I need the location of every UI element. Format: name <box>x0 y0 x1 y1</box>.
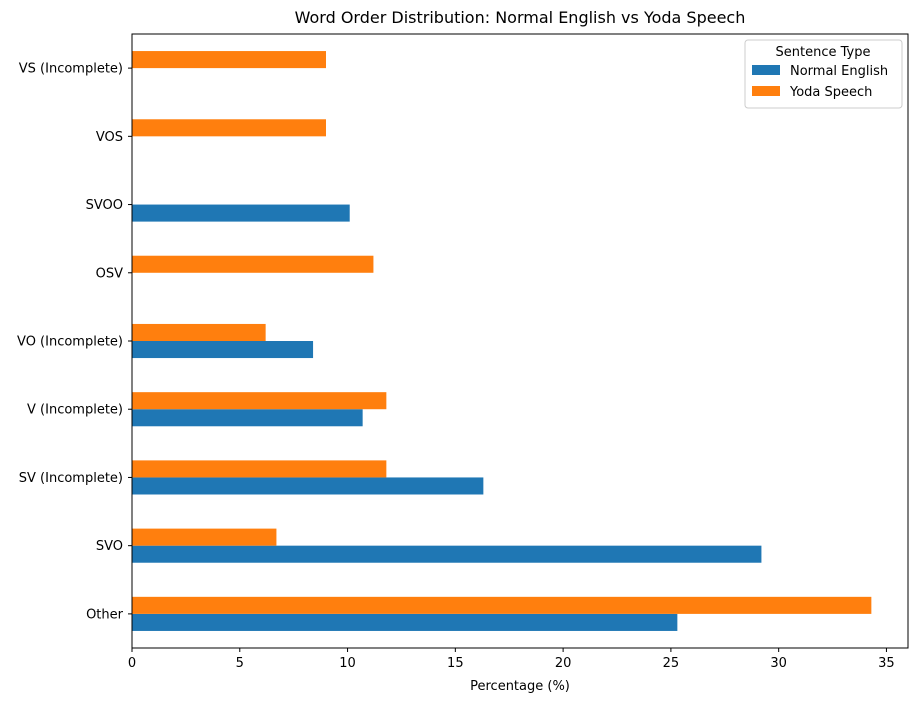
y-tick-label: VS (Incomplete) <box>19 62 123 77</box>
x-tick-label: 35 <box>878 656 895 671</box>
bar-normal-english-sv-incomplete- <box>132 477 484 495</box>
y-tick-label: VO (Incomplete) <box>17 335 123 350</box>
y-axis-ticks: Other SVO SV (Incomplete) V (Incomplete) VO … <box>17 62 132 622</box>
plot-frame <box>131 33 909 649</box>
bar-yoda-speech-svo <box>132 528 277 546</box>
legend-title: Sentence Type <box>776 45 871 60</box>
legend-box <box>744 39 903 109</box>
y-tick-label: Other <box>86 607 124 622</box>
x-tick-label: 15 <box>447 656 464 671</box>
chart-title: Word Order Distribution: Normal English … <box>295 8 746 27</box>
bar-yoda-speech-vos <box>132 119 326 137</box>
legend-swatch-yoda-speech <box>752 86 780 96</box>
y-tick-label: V (Incomplete) <box>27 403 123 418</box>
y-tick-label: SVO <box>96 539 123 554</box>
x-tick-label: 5 <box>236 656 244 671</box>
x-tick-label: 20 <box>555 656 572 671</box>
x-tick-label: 10 <box>339 656 356 671</box>
x-axis-label: Percentage (%) <box>470 679 570 694</box>
bar-yoda-speech-vs-incomplete- <box>132 51 326 69</box>
bar-normal-english-svo <box>132 545 762 563</box>
bar-normal-english-other <box>132 613 678 631</box>
bar-yoda-speech-other <box>132 596 872 614</box>
x-tick-label: 25 <box>663 656 680 671</box>
bar-yoda-speech-v-incomplete- <box>132 392 387 410</box>
legend-label-yoda-speech: Yoda Speech <box>789 85 872 100</box>
bar-yoda-speech-sv-incomplete- <box>132 460 387 478</box>
y-tick-label: OSV <box>96 266 123 281</box>
legend-label-normal-english: Normal English <box>790 64 888 79</box>
y-tick-label: SV (Incomplete) <box>19 471 123 486</box>
bar-normal-english-vo-incomplete- <box>132 341 314 359</box>
x-tick-label: 0 <box>128 656 136 671</box>
legend-swatch-normal-english <box>752 65 780 75</box>
x-axis-ticks: 0 5 10 15 20 25 30 35 <box>128 648 895 671</box>
bar-normal-english-v-incomplete- <box>132 409 363 427</box>
bar-yoda-speech-osv <box>132 255 374 273</box>
bars-group <box>132 51 872 631</box>
legend: Sentence Type Normal English Yoda Speech <box>744 39 903 109</box>
bar-normal-english-svoo <box>132 204 350 222</box>
bar-yoda-speech-vo-incomplete- <box>132 323 266 341</box>
x-tick-label: 30 <box>770 656 787 671</box>
y-tick-label: VOS <box>96 130 123 145</box>
y-tick-label: SVOO <box>86 198 123 213</box>
